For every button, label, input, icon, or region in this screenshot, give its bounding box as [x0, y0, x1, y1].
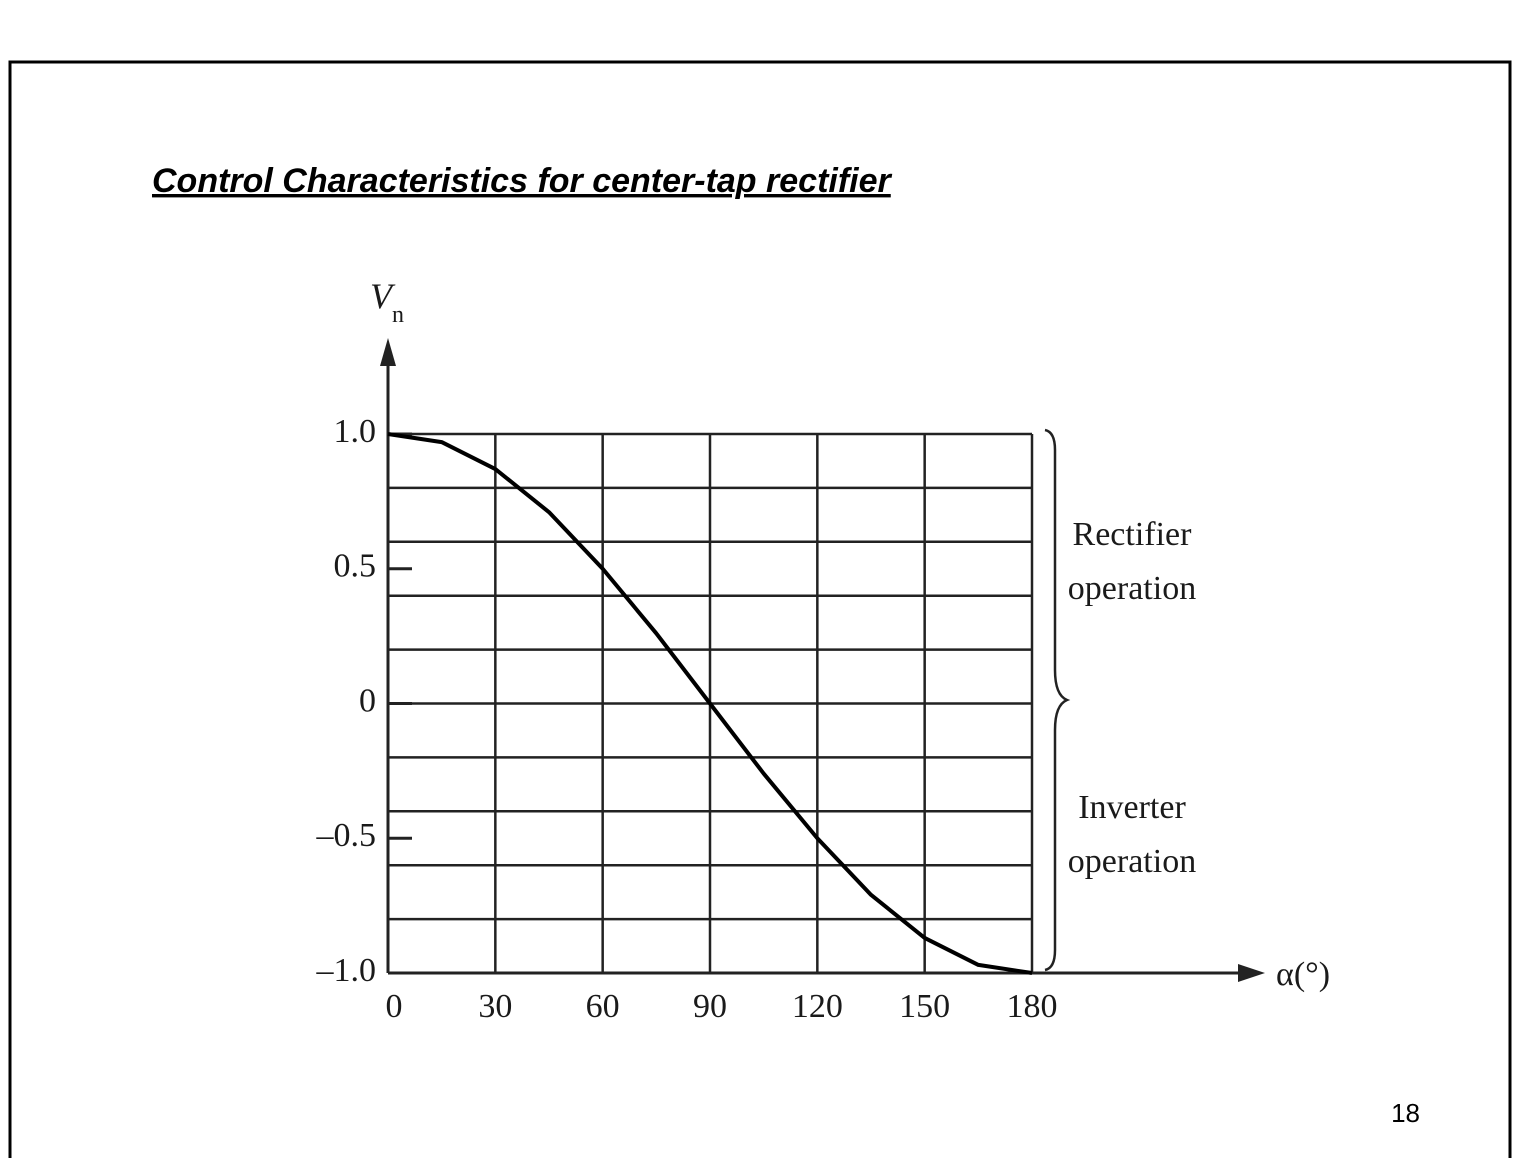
rectifier-inverter-brace: [1044, 428, 1071, 972]
x-tick-label: 180: [1007, 988, 1058, 1025]
page-number: 18: [1391, 1098, 1420, 1128]
y-tick-label: –0.5: [316, 817, 377, 854]
annotation: Inverter: [1078, 789, 1186, 826]
x-tick-label: 120: [792, 988, 843, 1025]
y-axis-label-sub: n: [392, 302, 404, 328]
y-axis-label-main: V: [370, 276, 396, 316]
y-axis-label: Vn: [370, 276, 404, 328]
annotation: operation: [1068, 843, 1196, 880]
slide-border: [8, 60, 1512, 1158]
y-axis-arrow: [380, 338, 396, 366]
y-tick-label: 0: [359, 682, 376, 719]
x-axis-label: α(°): [1276, 956, 1330, 993]
annotation: Rectifier: [1073, 516, 1193, 553]
series-line: [387, 432, 1033, 975]
x-tick-label: 90: [693, 988, 727, 1025]
x-tick-label: 60: [586, 988, 620, 1025]
y-tick-label: 0.5: [334, 548, 377, 585]
slide-title: Control Characteristics for center-tap r…: [152, 162, 893, 200]
y-tick-label: 1.0: [334, 413, 377, 450]
x-axis-arrow: [1238, 964, 1265, 982]
x-tick-label: 30: [478, 988, 512, 1025]
x-tick-label: 150: [899, 988, 950, 1025]
annotation: operation: [1068, 570, 1196, 607]
y-tick-label: –1.0: [316, 952, 377, 989]
x-tick-label: 0: [386, 988, 403, 1025]
